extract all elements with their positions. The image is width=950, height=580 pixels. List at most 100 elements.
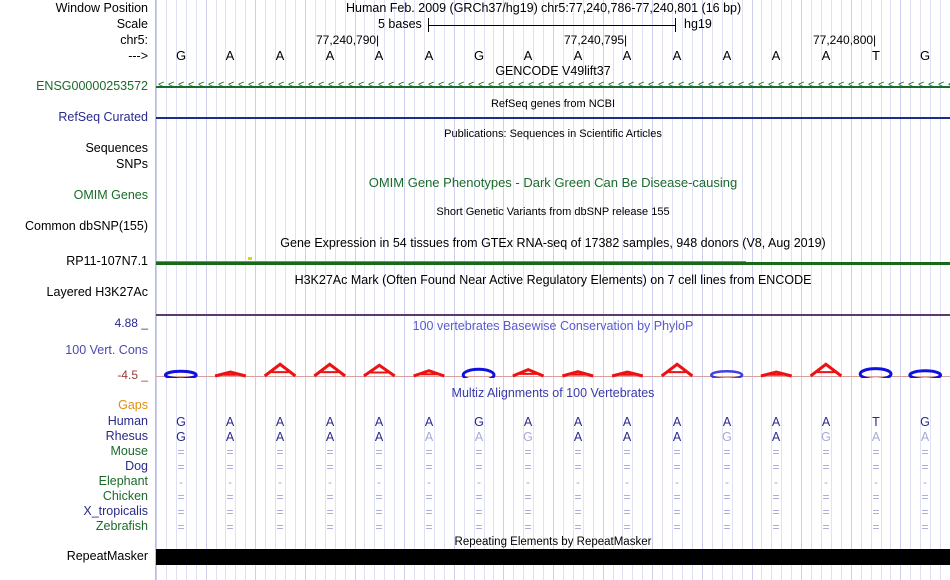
multiz-gap-mark: = <box>772 445 780 459</box>
strand-arrow-left-icon: < <box>258 79 265 91</box>
label-gencode-gene[interactable]: ENSG00000253572 <box>36 79 148 93</box>
multiz-gap-mark: = <box>772 520 780 534</box>
strand-arrow-left-icon: < <box>738 79 745 91</box>
strand-arrow-left-icon: < <box>718 79 725 91</box>
track-title-phylop[interactable]: 100 vertebrates Basewise Conservation by… <box>412 319 694 333</box>
label-species-dog[interactable]: Dog <box>125 459 148 473</box>
label-species-mouse[interactable]: Mouse <box>110 444 148 458</box>
gridline-minor <box>682 0 683 580</box>
multiz-gap-mark: = <box>177 505 185 519</box>
label-repeatmasker[interactable]: RepeatMasker <box>66 549 148 563</box>
gridline-minor <box>394 0 395 580</box>
label-common-dbsnp[interactable]: Common dbSNP(155) <box>25 219 148 233</box>
multiz-gap-mark: = <box>425 520 433 534</box>
label-omim-genes[interactable]: OMIM Genes <box>73 188 148 202</box>
gridline-major <box>454 0 455 580</box>
ruler-coord-label: 77,240,795| <box>564 33 628 47</box>
multiz-gap-mark: = <box>921 520 929 534</box>
strand-arrow-left-icon: < <box>278 79 285 91</box>
multiz-gap-mark: = <box>673 460 681 474</box>
track-title-gtex[interactable]: Gene Expression in 54 tissues from GTEx … <box>280 236 826 250</box>
gridline-minor <box>434 0 435 580</box>
multiz-gap-mark: = <box>226 520 234 534</box>
label-sequences[interactable]: Sequences <box>85 141 148 155</box>
gridline-major <box>652 0 653 580</box>
ruler-base: A <box>722 48 732 63</box>
strand-arrow-left-icon: < <box>898 79 905 91</box>
multiz-gap-mark: = <box>872 490 880 504</box>
label-species-chicken[interactable]: Chicken <box>102 489 148 503</box>
track-title-omim[interactable]: OMIM Gene Phenotypes - Dark Green Can Be… <box>368 175 738 190</box>
gridline-minor <box>622 0 623 580</box>
label-refseq-curated[interactable]: RefSeq Curated <box>58 110 148 124</box>
gridline-minor <box>335 0 336 580</box>
strand-arrow-left-icon: < <box>158 79 165 91</box>
scale-bar-right-tick <box>675 18 676 32</box>
strand-arrow-left-icon: < <box>548 79 555 91</box>
ruler-base: A <box>523 48 533 63</box>
multiz-gap-mark: - <box>328 475 332 489</box>
track-title-h3k27ac[interactable]: H3K27Ac Mark (Often Found Near Active Re… <box>294 273 812 287</box>
strand-arrow-left-icon: < <box>228 79 235 91</box>
multiz-gap-mark: = <box>326 520 334 534</box>
track-title-multiz[interactable]: Multiz Alignments of 100 Vertebrates <box>451 386 655 400</box>
multiz-gap-mark: = <box>276 520 284 534</box>
label-100-vert-cons[interactable]: 100 Vert. Cons <box>65 343 148 357</box>
multiz-gap-mark: - <box>377 475 381 489</box>
track-title-repeatmasker[interactable]: Repeating Elements by RepeatMasker <box>454 536 652 548</box>
strand-arrow-left-icon: < <box>218 79 225 91</box>
multiz-gap-mark: = <box>921 490 929 504</box>
label-gaps[interactable]: Gaps <box>118 398 148 412</box>
gridline-minor <box>940 0 941 580</box>
multiz-gap-mark: = <box>673 520 681 534</box>
label-species-human[interactable]: Human <box>107 414 148 428</box>
label-cons-max-value: 4.88 _ <box>114 316 148 330</box>
strand-arrow-left-icon: < <box>708 79 715 91</box>
gridline-minor <box>245 0 246 580</box>
gridline-major <box>355 0 356 580</box>
phylop-conservation-plot[interactable] <box>156 340 950 378</box>
gencode-gene-line[interactable] <box>156 86 950 88</box>
multiz-gap-mark: = <box>276 505 284 519</box>
label-snps[interactable]: SNPs <box>116 157 148 171</box>
track-title-gencode[interactable]: GENCODE V49lift37 <box>495 64 611 78</box>
gridline-minor <box>791 0 792 580</box>
label-species-rhesus[interactable]: Rhesus <box>105 429 148 443</box>
label-species-zebrafish[interactable]: Zebrafish <box>95 519 148 533</box>
track-canvas[interactable]: Human Feb. 2009 (GRCh37/hg19) chr5:77,24… <box>156 0 950 580</box>
track-title-dbsnp[interactable]: Short Genetic Variants from dbSNP releas… <box>436 206 670 218</box>
multiz-base: A <box>672 415 682 429</box>
ruler-base: A <box>275 48 285 63</box>
label-species-elephant[interactable]: Elephant <box>98 474 148 488</box>
label-species-x_tropicalis[interactable]: X_tropicalis <box>83 504 148 518</box>
multiz-gap-mark: - <box>526 475 530 489</box>
gridline-minor <box>841 0 842 580</box>
multiz-gap-mark: = <box>921 460 929 474</box>
multiz-gap-mark: = <box>822 505 830 519</box>
refseq-track-line[interactable] <box>156 117 950 119</box>
strand-arrow-left-icon: < <box>768 79 775 91</box>
multiz-gap-mark: = <box>723 490 731 504</box>
strand-arrow-left-icon: < <box>838 79 845 91</box>
label-layered-h3k27ac[interactable]: Layered H3K27Ac <box>46 285 148 299</box>
gtex-gene-bar[interactable] <box>156 262 950 265</box>
repeatmasker-block[interactable] <box>156 549 950 565</box>
multiz-gap-mark: = <box>475 460 483 474</box>
multiz-base: A <box>424 415 434 429</box>
strand-arrow-left-icon: < <box>638 79 645 91</box>
label-gtex-gene[interactable]: RP11-107N7.1 <box>66 254 148 268</box>
track-title-refseq[interactable]: RefSeq genes from NCBI <box>490 98 616 110</box>
multiz-gap-mark: = <box>524 445 532 459</box>
scale-bar-left-tick <box>428 18 429 32</box>
multiz-gap-mark: = <box>772 460 780 474</box>
gridline-minor <box>871 0 872 580</box>
track-title-publications[interactable]: Publications: Sequences in Scientific Ar… <box>444 128 662 140</box>
gridline-minor <box>474 0 475 580</box>
strand-arrow-left-icon: < <box>368 79 375 91</box>
strand-arrow-left-icon: < <box>658 79 665 91</box>
gridline-minor <box>573 0 574 580</box>
multiz-base: G <box>176 415 186 429</box>
multiz-base: G <box>474 415 484 429</box>
multiz-base: A <box>325 430 335 444</box>
